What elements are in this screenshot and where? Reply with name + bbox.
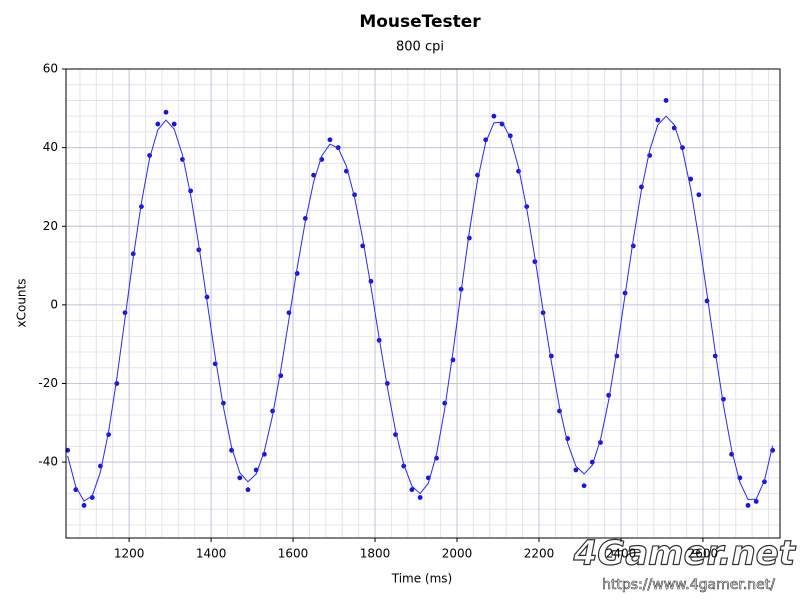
chart-subtitle: 800 cpi <box>396 40 444 55</box>
x-tick-label: 1200 <box>114 547 145 561</box>
data-point <box>417 495 423 500</box>
plot-frame <box>65 68 781 539</box>
data-point <box>442 400 448 406</box>
x-tick-label: 2400 <box>606 547 637 561</box>
data-point <box>688 176 694 182</box>
data-point <box>122 310 128 316</box>
y-axis-label: xCounts <box>15 279 29 328</box>
data-line <box>67 115 774 502</box>
data-point <box>466 235 472 241</box>
data-point <box>696 192 702 198</box>
data-point <box>237 475 243 481</box>
x-tick-label: 1600 <box>278 547 309 561</box>
x-tick-label: 2000 <box>442 547 473 561</box>
data-point <box>327 137 333 143</box>
y-tick-label: 40 <box>43 140 58 154</box>
x-axis-label: Time (ms) <box>391 572 453 586</box>
data-point <box>573 467 579 473</box>
x-tick-label: 1800 <box>360 547 391 561</box>
data-point <box>745 502 751 508</box>
data-point <box>114 381 120 386</box>
chart-title: MouseTester <box>359 12 481 32</box>
data-point <box>245 487 251 493</box>
data-point <box>663 98 669 103</box>
watermark-url: https://www.4gamer.net/ <box>602 577 775 593</box>
data-point <box>581 483 587 489</box>
data-point <box>81 502 87 508</box>
data-point <box>548 353 554 359</box>
y-tick-label: -40 <box>38 455 58 469</box>
data-point <box>753 499 759 504</box>
data-point <box>163 109 169 115</box>
y-tick-label: -20 <box>38 376 58 390</box>
data-point <box>311 172 316 178</box>
grid <box>66 68 780 538</box>
data-point <box>491 113 497 119</box>
x-tick-label: 1400 <box>196 547 227 561</box>
data-point <box>155 121 161 127</box>
data-point <box>721 396 726 402</box>
watermark-logo: 4Gamer.net <box>573 534 797 574</box>
x-tick-label: 2600 <box>688 547 719 561</box>
y-tick-label: 0 <box>50 297 58 311</box>
data-point <box>171 121 177 127</box>
plot-data <box>65 98 776 508</box>
data-point <box>606 392 612 398</box>
data-point <box>655 117 661 123</box>
data-point <box>409 487 415 493</box>
x-tick-label: 2200 <box>524 547 555 561</box>
y-tick-label: 60 <box>43 62 58 76</box>
data-point <box>294 271 300 276</box>
y-tick-label: 20 <box>43 219 58 233</box>
